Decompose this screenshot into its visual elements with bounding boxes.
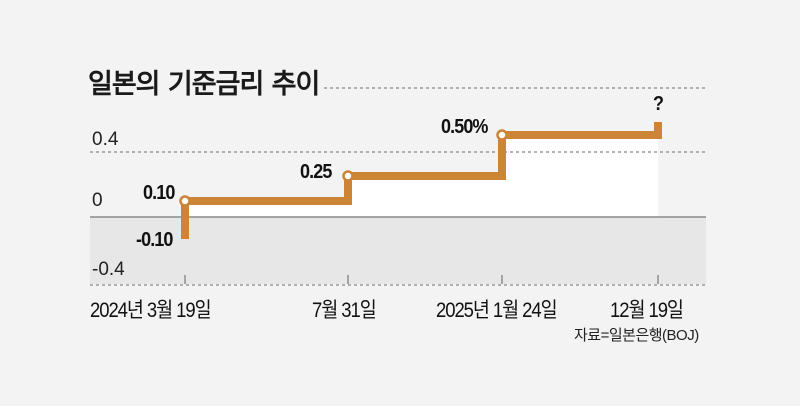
source-note: 자료=일본은행(BOJ) <box>574 327 699 344</box>
x-axis-label: 7월 31일 <box>312 299 377 322</box>
rate-step-line <box>181 122 662 239</box>
data-point-marker <box>179 195 191 207</box>
x-axis-label: 2024년 3월 19일 <box>90 299 212 322</box>
negative-area <box>90 217 706 284</box>
value-label: 0.25 <box>300 161 332 183</box>
value-label: -0.10 <box>136 229 173 251</box>
y-tick-label: 0 <box>92 190 103 211</box>
data-point-marker <box>342 170 354 182</box>
value-label: 0.50% <box>441 116 488 138</box>
x-axis-label: 2025년 1월 24일 <box>436 299 558 322</box>
value-label-unknown: ? <box>653 93 664 115</box>
data-point-marker <box>496 129 508 141</box>
chart-title: 일본의 기준금리 추이 <box>88 69 320 100</box>
x-axis-label: 12월 19일 <box>610 299 684 322</box>
y-tick-label: 0.4 <box>92 129 119 150</box>
y-tick-label: -0.4 <box>92 259 125 280</box>
value-label: 0.10 <box>143 182 175 204</box>
